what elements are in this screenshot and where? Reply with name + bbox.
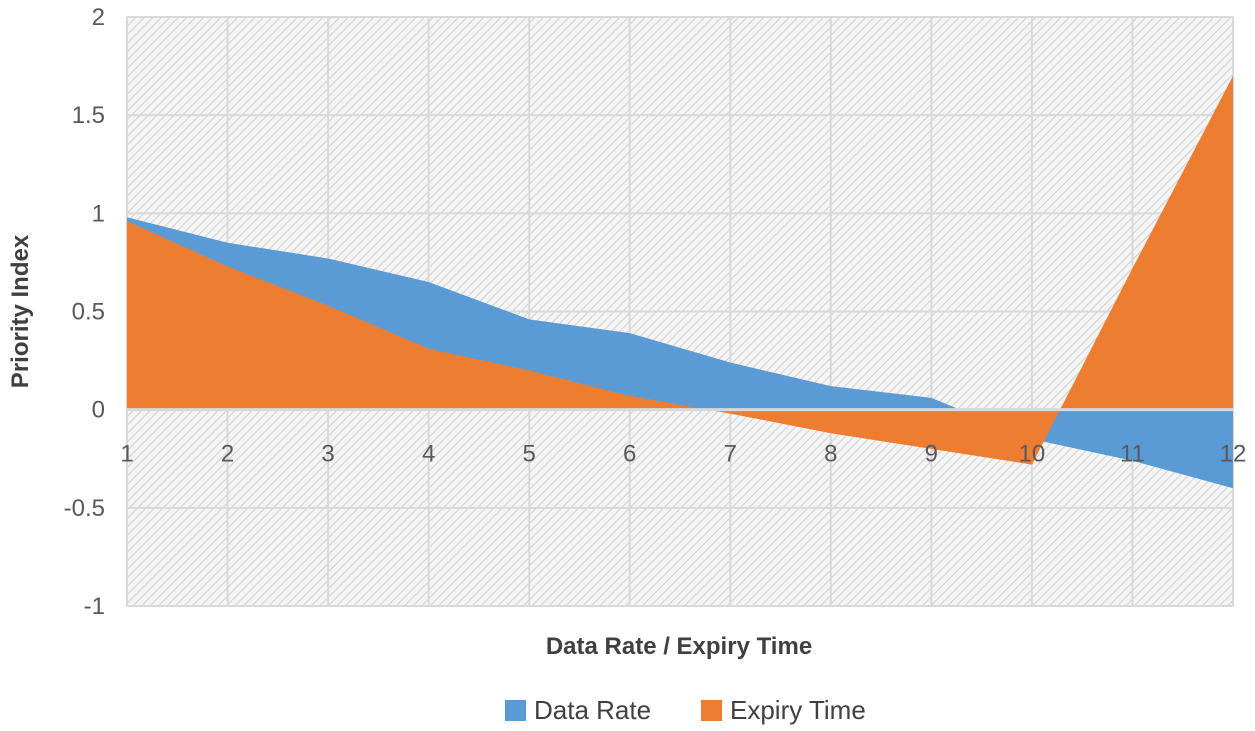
y-tick-label: 1 <box>92 200 105 227</box>
legend-item-expiry-time: Expiry Time <box>701 695 866 725</box>
x-tick-label: 9 <box>925 441 938 468</box>
legend-swatch-data-rate <box>505 700 526 721</box>
x-tick-label: 8 <box>824 441 837 468</box>
x-axis-title: Data Rate / Expiry Time <box>546 633 812 660</box>
x-tick-label: 1 <box>120 441 133 468</box>
y-axis-title: Priority Index <box>7 234 34 388</box>
y-tick-label: 0 <box>92 397 105 424</box>
legend-swatch-expiry-time <box>701 700 722 721</box>
legend-item-data-rate: Data Rate <box>505 695 651 725</box>
x-tick-label: 10 <box>1019 441 1046 468</box>
series-areas <box>127 75 1233 489</box>
y-tick-label: 2 <box>92 4 105 31</box>
x-tick-label: 12 <box>1220 441 1247 468</box>
y-tick-label: -0.5 <box>64 495 105 522</box>
y-axis-ticks: -1 -0.5 0 0.5 1 1.5 2 <box>64 4 105 620</box>
x-tick-label: 5 <box>523 441 536 468</box>
legend: Data Rate Expiry Time <box>505 695 866 725</box>
legend-label-expiry-time: Expiry Time <box>730 695 866 725</box>
x-tick-label: 7 <box>724 441 737 468</box>
x-tick-label: 6 <box>623 441 636 468</box>
y-tick-label: 1.5 <box>72 102 105 129</box>
x-tick-label: 11 <box>1120 441 1145 468</box>
y-tick-label: 0.5 <box>72 299 105 326</box>
x-tick-label: 3 <box>321 441 334 468</box>
x-tick-label: 2 <box>221 441 234 468</box>
series-area-expiry-time <box>127 75 1233 465</box>
series-area-data-rate <box>127 217 1233 489</box>
x-axis-ticks: 1 2 3 4 5 6 7 8 9 10 11 12 <box>120 441 1246 468</box>
x-tick-label: 4 <box>422 441 435 468</box>
legend-label-data-rate: Data Rate <box>534 695 651 725</box>
y-tick-label: -1 <box>84 593 105 620</box>
